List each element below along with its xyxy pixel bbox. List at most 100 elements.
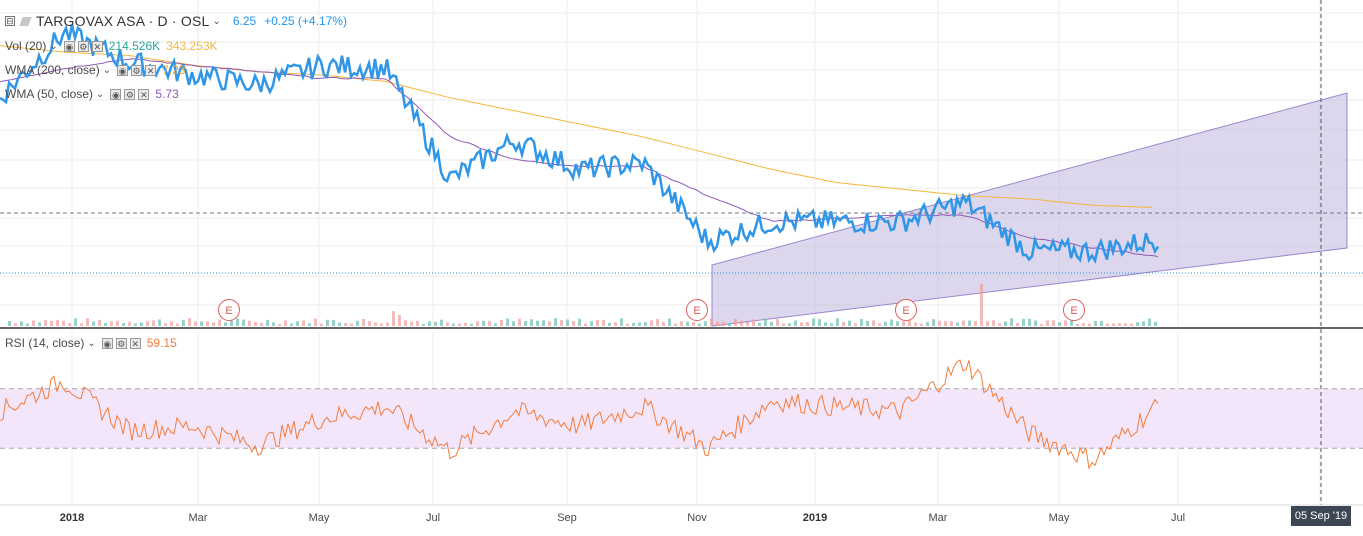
volume-bar [704, 321, 707, 326]
volume-bar [1052, 320, 1055, 326]
x-axis-label: Jul [425, 512, 441, 524]
volume-bar [530, 319, 533, 326]
volume-bar [962, 320, 965, 326]
volume-bar [1016, 322, 1019, 326]
wma200-label[interactable]: WMA (200, close) [5, 63, 100, 77]
wma200-value: 7.23 [162, 63, 186, 77]
parallel-channel-drawing[interactable] [711, 92, 1348, 327]
volume-bar [356, 320, 359, 326]
gear-icon[interactable]: ⚙ [115, 337, 127, 349]
volume-bar [686, 321, 689, 326]
volume-bar [824, 322, 827, 326]
gear-icon[interactable]: ⚙ [124, 88, 136, 100]
gear-icon[interactable]: ⚙ [131, 64, 143, 76]
volume-bar [1022, 318, 1025, 326]
volume-bar [596, 320, 599, 326]
volume-bar [152, 320, 155, 326]
earnings-marker[interactable]: E [686, 299, 708, 321]
volume-bar [692, 322, 695, 326]
eye-icon[interactable]: ◉ [63, 40, 75, 52]
volume-bar [296, 321, 299, 326]
volume-bar [818, 319, 821, 326]
volume-bar [656, 319, 659, 326]
volume-bar [908, 318, 911, 326]
eye-icon[interactable]: ◉ [117, 64, 129, 76]
earnings-marker[interactable]: E [1063, 299, 1085, 321]
volume-bar [674, 323, 677, 326]
volume-bar [974, 321, 977, 326]
volume-bar [752, 319, 755, 326]
x-axis-label: Nov [687, 512, 707, 524]
rsi-label[interactable]: RSI (14, close) [5, 336, 85, 350]
chevron-down-icon[interactable]: ⌄ [96, 88, 105, 100]
volume-bar [590, 321, 593, 326]
close-icon[interactable]: ✕ [138, 88, 150, 100]
volume-bar [14, 323, 17, 326]
volume-bar [458, 323, 461, 326]
close-icon[interactable]: ✕ [145, 64, 157, 76]
eye-icon[interactable]: ◉ [101, 337, 113, 349]
x-axis-label: 2018 [59, 512, 85, 524]
vol-label[interactable]: Vol (20) [5, 39, 47, 53]
vol-value: 214.526K [108, 39, 161, 53]
volume-bar [614, 322, 617, 326]
earnings-marker[interactable]: E [218, 299, 240, 321]
volume-bars [8, 283, 1157, 326]
volume-bar [1106, 323, 1109, 326]
volume-bar [608, 322, 611, 326]
chevron-down-icon[interactable]: ⌄ [87, 337, 96, 349]
wma50-label[interactable]: WMA (50, close) [5, 87, 94, 101]
chevron-down-icon[interactable]: ⌄ [212, 15, 221, 27]
volume-bar [326, 319, 329, 326]
earnings-marker[interactable]: E [895, 299, 917, 321]
volume-bar [1124, 323, 1127, 326]
volume-bar [938, 320, 941, 326]
gear-icon[interactable]: ⚙ [77, 40, 89, 52]
volume-bar [56, 319, 59, 326]
volume-bar [386, 322, 389, 326]
chevron-down-icon[interactable]: ⌄ [102, 64, 112, 76]
close-icon[interactable]: ✕ [91, 40, 103, 52]
volume-bar [398, 315, 401, 326]
chevron-down-icon[interactable]: ⌄ [49, 40, 58, 52]
volume-bar [944, 321, 947, 326]
volume-bar [1154, 321, 1157, 326]
volume-bar [248, 320, 251, 326]
volume-bar [20, 321, 23, 326]
collapse-icon[interactable]: ⊟ [5, 16, 15, 26]
volume-bar [872, 320, 875, 326]
volume-bar [650, 320, 653, 326]
close-icon[interactable]: ✕ [129, 337, 141, 349]
volume-bar [320, 323, 323, 326]
volume-bar [374, 322, 377, 326]
volume-bar [794, 320, 797, 326]
volume-bar [854, 323, 857, 326]
eye-icon[interactable]: ◉ [110, 88, 122, 100]
volume-bar [860, 319, 863, 326]
volume-bar [668, 318, 671, 326]
volume-bar [740, 320, 743, 326]
volume-bar [554, 318, 557, 326]
volume-bar [848, 320, 851, 326]
volume-bar [866, 320, 869, 326]
volume-bar [416, 321, 419, 326]
volume-bar [410, 321, 413, 326]
pane-separator[interactable] [0, 327, 1363, 506]
volume-bar [62, 320, 65, 326]
volume-bar [290, 323, 293, 326]
volume-bar [506, 318, 509, 326]
volume-bar [80, 323, 83, 326]
volume-bar [272, 322, 275, 326]
volume-bar [1010, 318, 1013, 326]
volume-bar [236, 318, 239, 326]
volume-bar [560, 320, 563, 326]
x-axis-label: Mar [928, 512, 948, 524]
horizontal-lines [0, 0, 1363, 505]
volume-bar [956, 322, 959, 326]
volume-bar [746, 321, 749, 326]
volume-bar [914, 322, 917, 326]
volume-bar [404, 320, 407, 326]
wma50-value: 5.73 [155, 87, 179, 101]
symbol-title[interactable]: TARGOVAX ASA · D · OSL [36, 13, 210, 29]
